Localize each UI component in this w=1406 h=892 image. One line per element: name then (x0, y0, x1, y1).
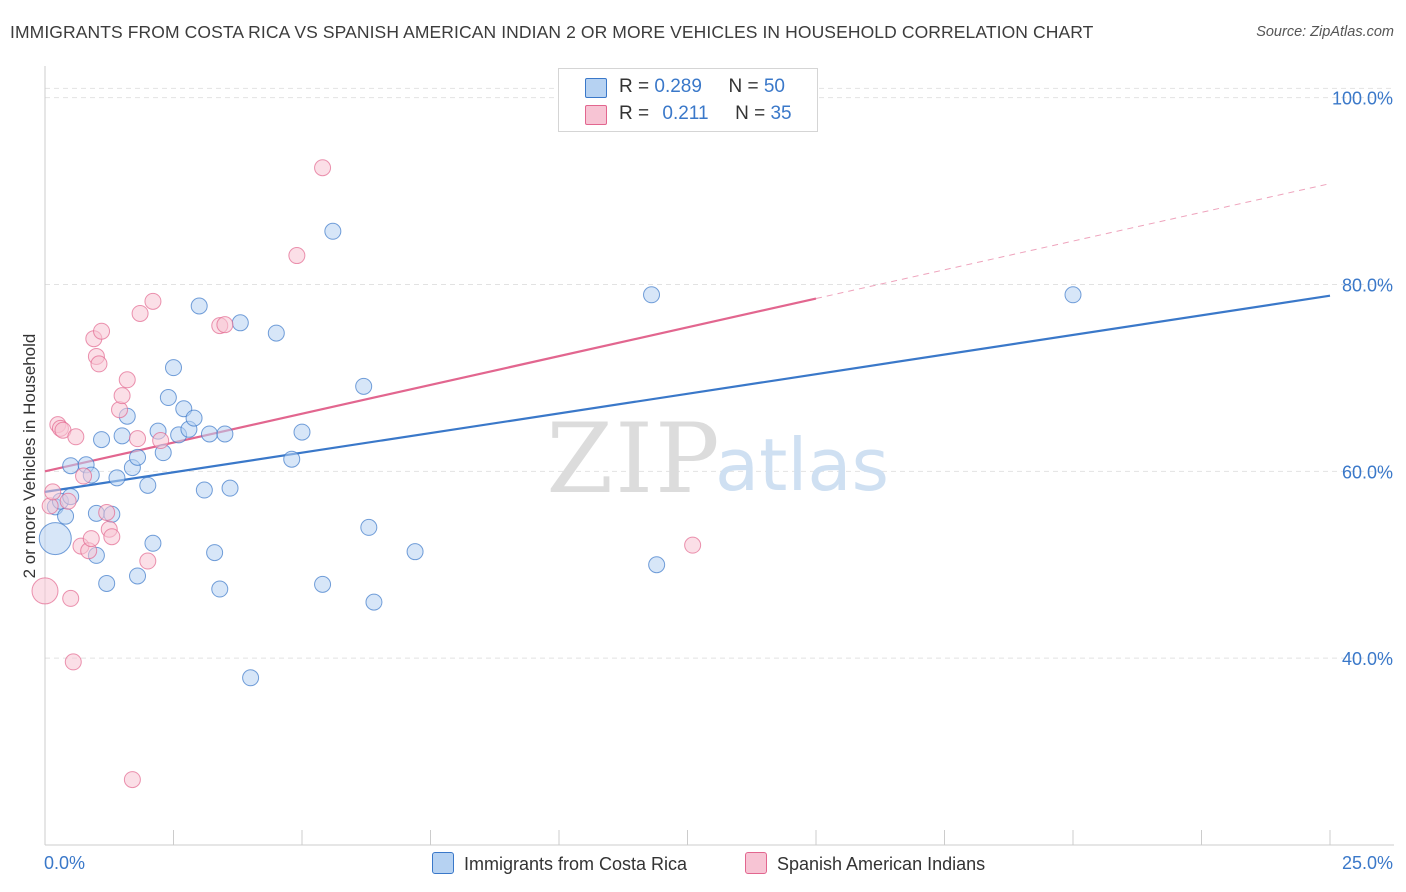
costa-rica-point (129, 567, 147, 585)
costa-rica-point (200, 425, 218, 443)
legend-n-value: 35 (770, 103, 792, 124)
costa-rica-point (139, 476, 157, 494)
spanish-american-indian-point (129, 430, 147, 448)
costa-rica-point (231, 314, 249, 332)
source-label: Source: ZipAtlas.com (1256, 24, 1394, 40)
spanish-american-indian-point (98, 503, 116, 521)
costa-rica-point (314, 575, 332, 593)
tick-labels: 40.0% 60.0% 80.0% 100.0% 0.0% 25.0% (44, 89, 1393, 873)
watermark-zip: ZIP (546, 403, 721, 515)
costa-rica-point (293, 423, 311, 441)
spanish-american-indian-point (139, 552, 157, 570)
spanish-american-indian-point (75, 467, 93, 485)
costa-rica-point (648, 556, 666, 574)
spanish-american-indian-point (118, 371, 136, 389)
costa-rica-point (113, 427, 131, 445)
costa-rica-point (242, 669, 260, 687)
legend-n-value: 50 (763, 76, 785, 97)
costa-rica-point (324, 222, 342, 240)
blue-swatch (432, 852, 454, 874)
spanish-american-indian-point (144, 292, 162, 310)
y-axis-label: 2 or more Vehicles in Household (20, 333, 39, 579)
legend-r-value: 0.211 (662, 103, 709, 124)
spanish-american-indian-point (131, 304, 149, 322)
legend-n-label: N = (728, 76, 764, 97)
spanish-american-indian-point (123, 771, 141, 789)
spanish-american-indian-point (152, 432, 170, 450)
spanish-american-indian-point (41, 497, 59, 515)
spanish-american-indian-trend-extension (815, 183, 1331, 300)
costa-rica-point (57, 507, 75, 525)
costa-rica-point (365, 593, 383, 611)
costa-rica-point (93, 431, 111, 449)
spanish-american-indian-point (44, 483, 62, 501)
costa-rica-point (195, 481, 213, 499)
costa-rica-point (206, 544, 224, 562)
chart-title: IMMIGRANTS FROM COSTA RICA VS SPANISH AM… (10, 22, 1094, 42)
bottom-legend-label: Spanish American Indians (777, 854, 986, 874)
costa-rica-point (216, 425, 234, 443)
y-tick-label: 40.0% (1342, 649, 1393, 669)
costa-rica-point (159, 389, 177, 407)
spanish-american-indian-point (64, 653, 82, 671)
spanish-american-indian-point (90, 355, 108, 373)
costa-rica-trend-line (44, 294, 1331, 493)
x-tick-label: 25.0% (1342, 853, 1393, 873)
costa-rica-point (38, 522, 72, 556)
correlation-legend: R = 0.289 N = 50 R = 0.211 N = 35 (558, 68, 818, 132)
spanish-american-indian-point (67, 428, 85, 446)
costa-rica-point (185, 409, 203, 427)
costa-rica-point (355, 377, 373, 395)
spanish-american-indian-point (216, 316, 234, 334)
blue-swatch (585, 78, 607, 98)
costa-rica-point (643, 286, 661, 304)
costa-rica-point (267, 324, 285, 342)
spanish-american-indian-point (111, 401, 129, 419)
pink-swatch (745, 852, 767, 874)
costa-rica-point (283, 450, 301, 468)
costa-rica-point (221, 479, 239, 497)
spanish-american-indian-point (62, 589, 80, 607)
costa-rica-point (190, 297, 208, 315)
costa-rica-point (406, 543, 424, 561)
y-tick-label: 80.0% (1342, 276, 1393, 296)
data-points (31, 159, 1082, 789)
legend-r-label: R = (619, 76, 655, 97)
spanish-american-indian-point (684, 536, 702, 554)
bottom-legend-costa-rica: Immigrants from Costa Rica (432, 852, 687, 875)
costa-rica-point (129, 448, 147, 466)
costa-rica-point (165, 359, 182, 377)
costa-rica-point (1064, 286, 1082, 304)
spanish-american-indian-point (113, 387, 131, 405)
costa-rica-point (360, 518, 378, 536)
costa-rica-point (144, 534, 162, 552)
spanish-american-indian-point (314, 159, 332, 177)
gridlines (45, 87, 1394, 659)
spanish-american-indian-point (31, 577, 59, 605)
bottom-legend-label: Immigrants from Costa Rica (464, 854, 688, 874)
watermark-atlas: atlas (715, 423, 889, 507)
spanish-american-indian-point (59, 492, 77, 510)
spanish-american-indian-point (82, 530, 100, 548)
trend-lines (44, 183, 1331, 493)
bottom-legend-spanish-american-indians: Spanish American Indians (745, 852, 985, 875)
legend-n-label: N = (735, 103, 771, 124)
costa-rica-point (211, 580, 229, 598)
axes (44, 66, 1394, 846)
spanish-american-indian-trend-line (44, 297, 817, 473)
legend-r-value: 0.289 (654, 76, 702, 97)
spanish-american-indian-point (103, 528, 121, 546)
costa-rica-point (108, 469, 126, 487)
y-tick-label: 100.0% (1332, 89, 1393, 109)
spanish-american-indian-point (93, 322, 111, 340)
costa-rica-point (98, 574, 116, 592)
pink-swatch (585, 105, 607, 125)
spanish-american-indian-point (288, 247, 306, 265)
x-tick-label: 0.0% (44, 853, 85, 873)
y-tick-label: 60.0% (1342, 462, 1393, 482)
legend-r-label: R = (619, 103, 655, 124)
costa-rica-point (62, 457, 80, 475)
